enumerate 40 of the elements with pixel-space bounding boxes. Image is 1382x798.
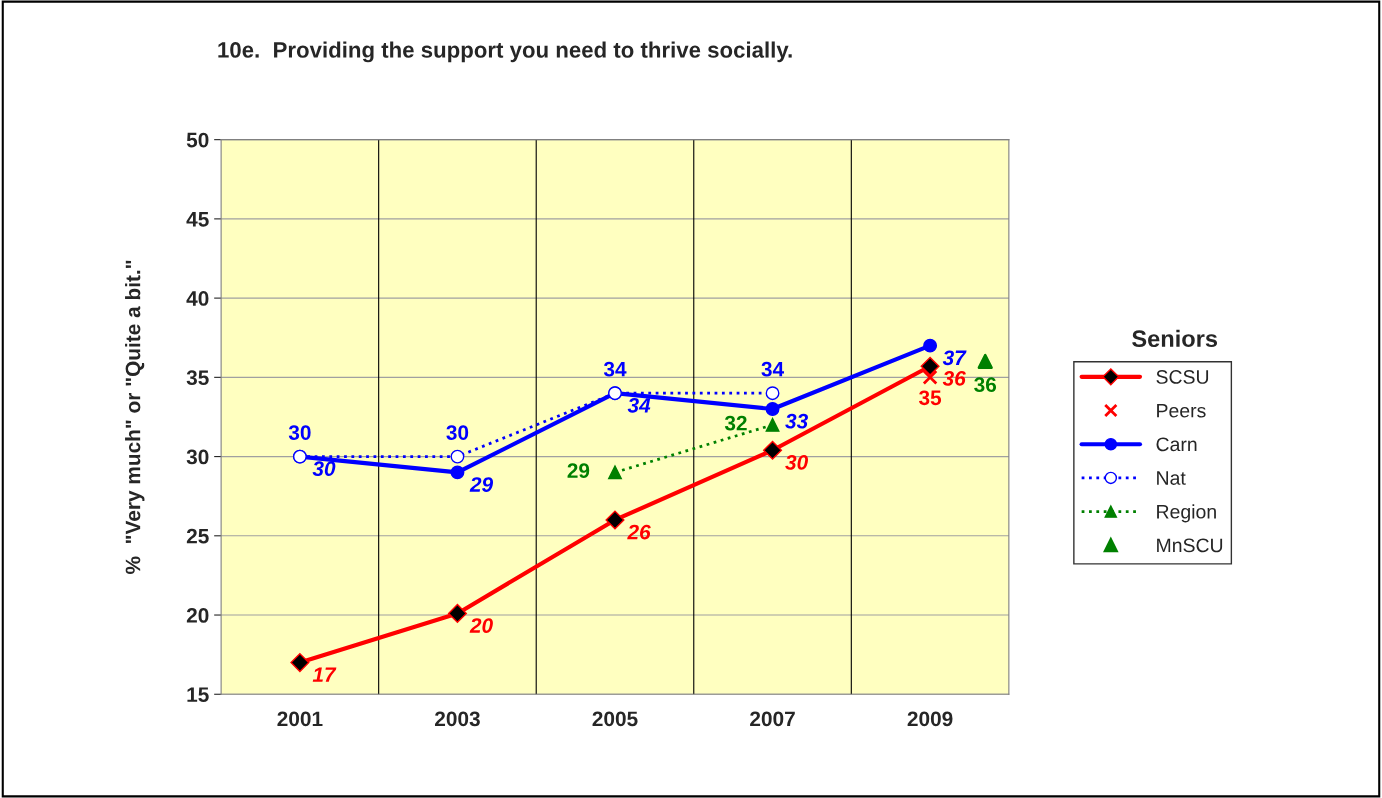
- data-label: 17: [312, 667, 337, 682]
- data-label: 32: [724, 415, 747, 431]
- x-tick-label: 2009: [907, 711, 953, 727]
- data-label: 36: [942, 370, 966, 386]
- data-label: 30: [288, 425, 311, 440]
- legend-label: SCSU: [1156, 370, 1209, 384]
- data-label: 34: [603, 361, 627, 377]
- data-label: 33: [785, 413, 808, 429]
- y-tick-label: 40: [186, 291, 209, 306]
- y-axis-title: % "Very much" or "Quite a bit.": [125, 260, 145, 574]
- y-tick-label: 20: [186, 608, 209, 623]
- y-tick-label: 50: [186, 132, 209, 148]
- legend-title: Seniors: [1132, 329, 1218, 348]
- data-label: 29: [469, 477, 494, 492]
- y-tick-label: 35: [186, 370, 209, 386]
- data-label: 26: [627, 524, 651, 540]
- legend-label: Region: [1157, 504, 1216, 523]
- y-tick-label: 45: [186, 212, 209, 227]
- data-label: 30: [312, 461, 336, 477]
- x-tick-label: 2007: [750, 711, 795, 727]
- y-tick-label: 25: [186, 528, 209, 544]
- data-label: 29: [567, 463, 590, 479]
- data-label: 30: [785, 454, 809, 470]
- chart-title: 10e. Providing the support you need to thrive socially.: [218, 41, 792, 63]
- legend-label: MnSCU: [1157, 538, 1223, 553]
- x-tick-label: 2005: [592, 711, 638, 727]
- data-label: 35: [918, 390, 942, 406]
- data-label: 34: [627, 397, 651, 413]
- data-label: 20: [469, 618, 493, 633]
- legend-label: Peers: [1157, 403, 1206, 418]
- data-label: 30: [446, 425, 469, 440]
- y-tick-label: 15: [187, 687, 209, 703]
- data-label: 36: [974, 377, 997, 393]
- data-label: 37: [942, 350, 967, 366]
- legend-label: Carn: [1156, 437, 1197, 452]
- x-tick-label: 2001: [277, 711, 323, 727]
- y-tick-label: 30: [186, 449, 209, 465]
- legend-label: Nat: [1157, 471, 1186, 485]
- data-label: 34: [761, 361, 785, 377]
- x-tick-label: 2003: [434, 711, 480, 727]
